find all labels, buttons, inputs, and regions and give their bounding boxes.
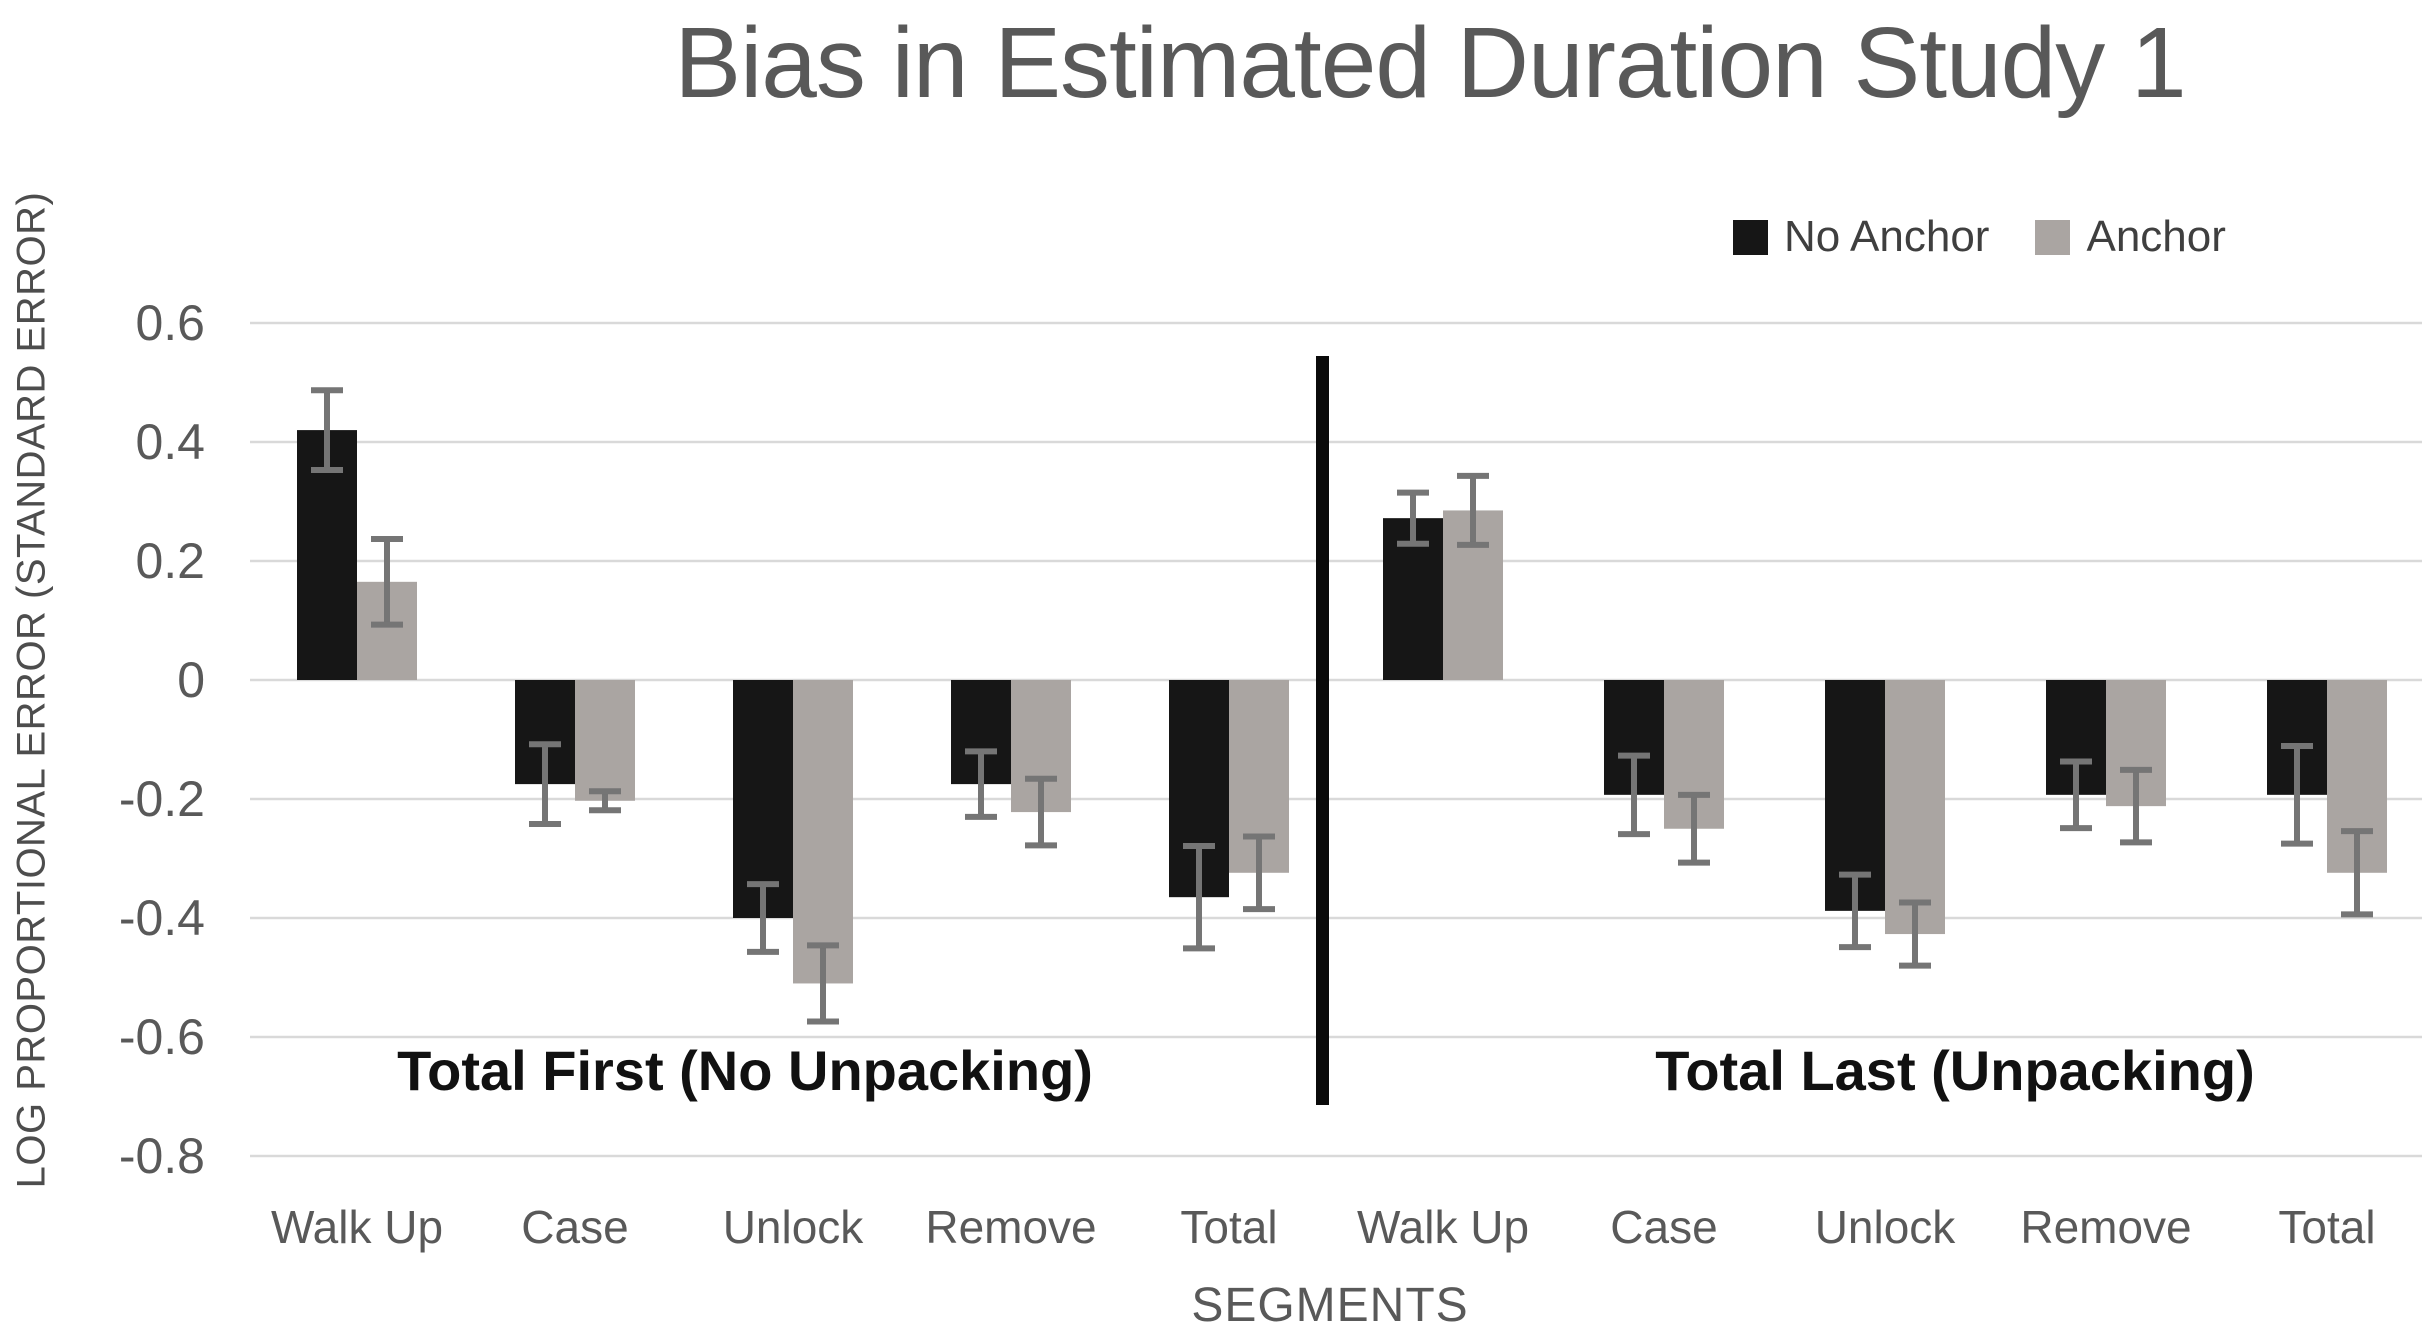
legend: No Anchor Anchor [1733, 212, 2226, 262]
bar-first-unlock-no-anchor [733, 680, 793, 918]
x-tick-label: Walk Up [271, 1201, 443, 1253]
group-label-total-last: Total Last (Unpacking) [1655, 1039, 2255, 1102]
x-tick-label: Unlock [723, 1201, 865, 1253]
error-bar [2281, 743, 2313, 847]
error-bar [1243, 833, 1275, 913]
error-bar [747, 881, 779, 955]
y-tick-label: 0 [177, 652, 205, 708]
error-bar [2060, 758, 2092, 832]
error-bar [2120, 766, 2152, 846]
x-tick-label: Remove [2020, 1201, 2191, 1253]
error-bar [311, 387, 343, 473]
x-tick-label: Total [2278, 1201, 2375, 1253]
bars [297, 430, 2387, 984]
bar-first-unlock-anchor [793, 680, 853, 984]
x-tick-label: Case [521, 1201, 628, 1253]
x-tick-label: Unlock [1815, 1201, 1957, 1253]
error-bar [1025, 775, 1057, 849]
bar-first-case-anchor [575, 680, 635, 801]
error-bar [807, 942, 839, 1025]
y-tick-label: -0.6 [119, 1009, 205, 1065]
error-bar [371, 535, 403, 628]
legend-swatch-no-anchor [1733, 219, 1768, 255]
y-tick-label: -0.4 [119, 890, 205, 946]
group-divider-line [1316, 356, 1329, 1105]
legend-label-no-anchor: No Anchor [1784, 212, 1990, 261]
legend-item-anchor: Anchor [2035, 212, 2226, 262]
error-bar [1397, 489, 1429, 547]
error-bar [589, 788, 621, 814]
legend-swatch-anchor [2035, 219, 2071, 255]
y-tick-labels: 0.6 0.4 0.2 0 -0.2 -0.4 -0.6 -0.8 [119, 295, 205, 1184]
error-bar [1839, 871, 1871, 951]
error-bar [965, 748, 997, 820]
error-bar [1457, 472, 1489, 548]
x-axis-title: SEGMENTS [1191, 1279, 1469, 1332]
y-tick-label: -0.8 [119, 1128, 205, 1184]
error-bar [1899, 899, 1931, 969]
x-tick-labels: Walk Up Case Unlock Remove Total Walk Up Case U… [271, 1201, 2376, 1253]
error-bar [2341, 828, 2373, 918]
y-tick-label: 0.4 [135, 414, 205, 470]
group-label-total-first: Total First (No Unpacking) [397, 1039, 1093, 1102]
x-tick-label: Total [1180, 1201, 1277, 1253]
x-tick-label: Case [1610, 1201, 1717, 1253]
error-bar [1618, 752, 1650, 838]
y-tick-label: 0.2 [135, 533, 205, 589]
chart-title: Bias in Estimated Duration Study 1 [674, 7, 2186, 119]
error-bar [529, 741, 561, 827]
bar-last-unlock-anchor [1885, 680, 1945, 935]
legend-item-no-anchor: No Anchor [1733, 212, 1989, 262]
error-bar [1678, 791, 1710, 866]
y-tick-label: 0.6 [135, 295, 205, 351]
x-tick-label: Remove [925, 1201, 1096, 1253]
x-tick-label: Walk Up [1357, 1201, 1529, 1253]
error-bars [311, 387, 2373, 1025]
y-tick-label: -0.2 [119, 771, 205, 827]
legend-label-anchor: Anchor [2086, 212, 2226, 261]
error-bar [1183, 843, 1215, 952]
